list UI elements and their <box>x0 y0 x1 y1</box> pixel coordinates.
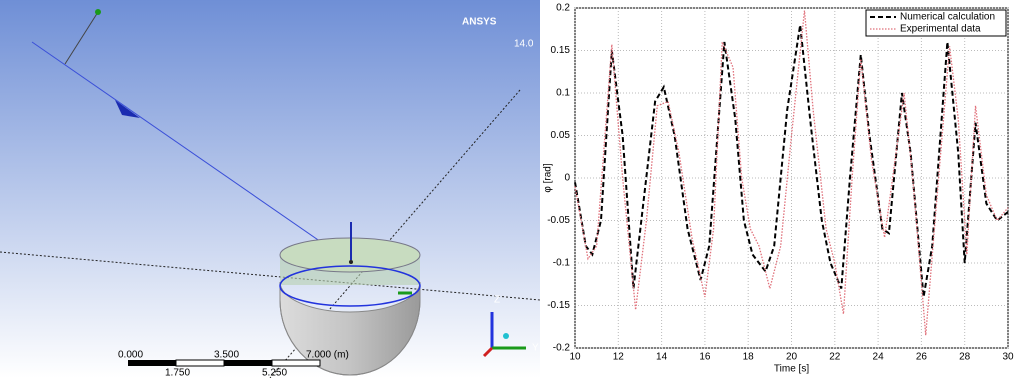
y-tick-label: -0.1 <box>553 258 571 269</box>
scale-bar <box>128 360 176 366</box>
y-tick-label: -0.15 <box>547 300 570 311</box>
axis-label: Y <box>532 343 539 354</box>
legend-label: Experimental data <box>900 24 981 35</box>
y-axis-label: φ [rad] <box>543 163 554 192</box>
scale-label: 1.750 <box>165 368 190 378</box>
x-tick-label: 14 <box>656 352 668 363</box>
page: ANSYS 14.0 0.000 3.500 7.000 (m) 1.750 5… <box>0 0 1015 378</box>
x-tick-label: 30 <box>1002 352 1014 363</box>
triad-point <box>503 333 509 339</box>
x-tick-label: 18 <box>743 352 755 363</box>
scale-bar <box>224 360 272 366</box>
axis-label: Z <box>494 295 500 306</box>
scale-label: 0.000 <box>118 350 143 361</box>
scale-label: 3.500 <box>214 350 239 361</box>
x-tick-label: 16 <box>699 352 711 363</box>
viewport-background <box>0 0 540 378</box>
version: 14.0 <box>514 39 534 50</box>
x-tick-label: 24 <box>873 352 885 363</box>
scale-label: 5.250 <box>262 368 287 378</box>
y-tick-label: 0.2 <box>556 3 570 14</box>
viewport: ANSYS 14.0 0.000 3.500 7.000 (m) 1.750 5… <box>0 0 540 378</box>
point <box>95 9 101 15</box>
y-tick-label: 0.15 <box>551 45 571 56</box>
y-tick-label: -0.05 <box>547 215 570 226</box>
x-tick-label: 26 <box>916 352 928 363</box>
point <box>349 260 353 264</box>
scale-label: 7.000 (m) <box>306 350 349 361</box>
chart: -0.2 -0.15 -0.1 -0.05 0 0.05 0.1 0.15 0.2 10 12 14 1… <box>540 0 1015 378</box>
y-tick-label: 0.1 <box>556 88 570 99</box>
scale-bar <box>176 360 224 366</box>
x-tick-label: 12 <box>613 352 625 363</box>
x-tick-label: 20 <box>786 352 798 363</box>
y-tick-label: 0 <box>564 173 570 184</box>
x-tick-label: 28 <box>959 352 971 363</box>
x-tick-label: 22 <box>829 352 841 363</box>
logo: ANSYS <box>462 17 497 28</box>
x-tick-label: 10 <box>569 352 581 363</box>
legend-label: Numerical calculation <box>900 12 995 23</box>
x-axis-label: Time [s] <box>774 364 809 375</box>
y-tick-label: -0.2 <box>553 343 571 354</box>
y-tick-label: 0.05 <box>551 130 571 141</box>
scale-bar <box>272 360 320 366</box>
